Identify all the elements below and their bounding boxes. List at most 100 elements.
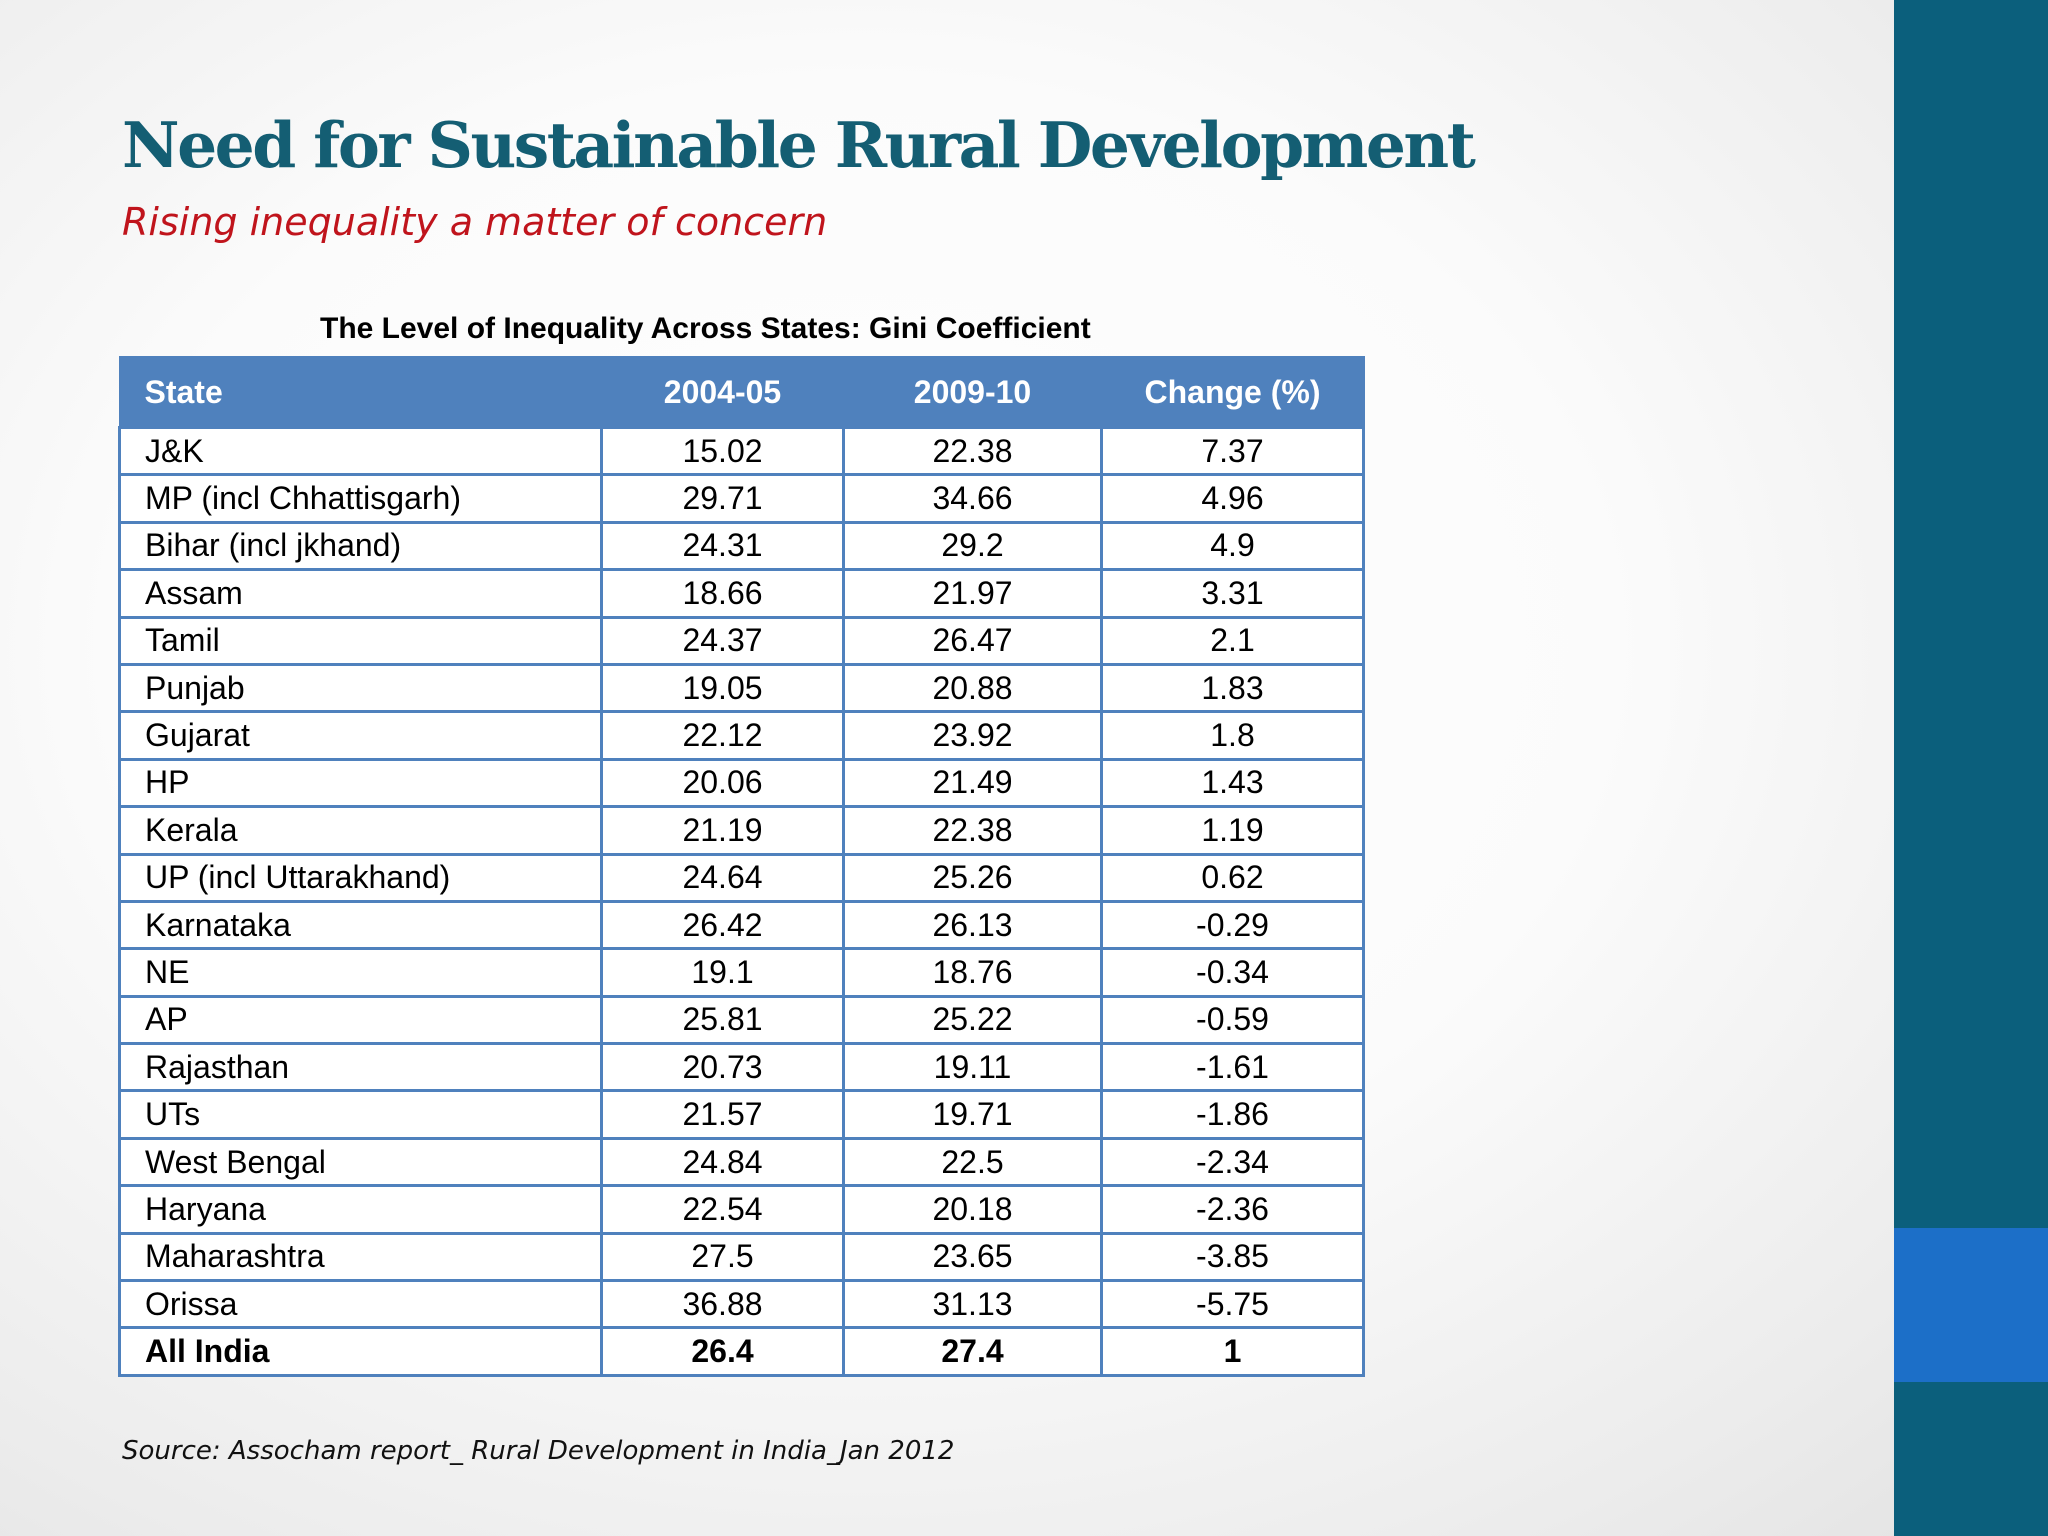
change-cell: 7.37 (1100, 425, 1365, 477)
state-cell: All India (118, 1326, 603, 1377)
table-row: J&K 15.02 22.38 7.37 (118, 425, 1365, 477)
state-cell: Assam (118, 568, 603, 619)
value-2009-10-cell: 23.65 (842, 1231, 1103, 1283)
header-state: State (118, 356, 603, 429)
table-row: AP 25.81 25.22 -0.59 (118, 994, 1365, 1046)
value-2009-10-cell: 19.11 (842, 1042, 1103, 1093)
change-cell: 4.9 (1100, 520, 1365, 572)
change-cell: 1.19 (1100, 805, 1365, 856)
value-2009-10-cell: 19.71 (842, 1089, 1103, 1140)
gini-table: State 2004-05 2009-10 Change (%) J&K 15.0… (118, 356, 1365, 1377)
value-2009-10-cell: 22.38 (842, 425, 1103, 477)
change-cell: -0.34 (1100, 947, 1365, 998)
table-row: UP (incl Uttarakhand) 24.64 25.26 0.62 (118, 852, 1365, 903)
value-2009-10-cell: 22.38 (842, 805, 1103, 856)
state-cell: Rajasthan (118, 1042, 603, 1093)
change-cell: 3.31 (1100, 568, 1365, 619)
table-row: West Bengal 24.84 22.5 -2.34 (118, 1136, 1365, 1188)
value-2009-10-cell: 22.5 (842, 1136, 1103, 1188)
table-row: MP (incl Chhattisgarh) 29.71 34.66 4.96 (118, 473, 1365, 524)
state-cell: Karnataka (118, 899, 603, 951)
value-2009-10-cell: 21.97 (842, 568, 1103, 619)
value-2004-05-cell: 20.06 (600, 757, 845, 809)
change-cell: -5.75 (1100, 1279, 1365, 1330)
state-cell: AP (118, 994, 603, 1046)
value-2009-10-cell: 25.26 (842, 852, 1103, 903)
state-cell: West Bengal (118, 1136, 603, 1188)
change-cell: -2.36 (1100, 1184, 1365, 1235)
slide-title: Need for Sustainable Rural Development (122, 108, 1476, 182)
value-2004-05-cell: 15.02 (600, 425, 845, 477)
value-2009-10-cell: 26.47 (842, 615, 1103, 666)
state-cell: Maharashtra (118, 1231, 603, 1283)
value-2004-05-cell: 27.5 (600, 1231, 845, 1283)
state-cell: Kerala (118, 805, 603, 856)
value-2004-05-cell: 26.42 (600, 899, 845, 951)
header-change: Change (%) (1100, 356, 1365, 429)
value-2009-10-cell: 25.22 (842, 994, 1103, 1046)
table-row: UTs 21.57 19.71 -1.86 (118, 1089, 1365, 1140)
table-row: Maharashtra 27.5 23.65 -3.85 (118, 1231, 1365, 1283)
state-cell: NE (118, 947, 603, 998)
state-cell: Gujarat (118, 710, 603, 761)
change-cell: -3.85 (1100, 1231, 1365, 1283)
value-2004-05-cell: 19.1 (600, 947, 845, 998)
state-cell: HP (118, 757, 603, 809)
value-2004-05-cell: 20.73 (600, 1042, 845, 1093)
state-cell: Bihar (incl jkhand) (118, 520, 603, 572)
change-cell: 0.62 (1100, 852, 1365, 903)
change-cell: -1.86 (1100, 1089, 1365, 1140)
value-2004-05-cell: 22.12 (600, 710, 845, 761)
state-cell: J&K (118, 425, 603, 477)
change-cell: 1.43 (1100, 757, 1365, 809)
header-2009-10: 2009-10 (842, 356, 1103, 429)
change-cell: 1.83 (1100, 662, 1365, 714)
table-row: Gujarat 22.12 23.92 1.8 (118, 710, 1365, 761)
value-2009-10-cell: 20.18 (842, 1184, 1103, 1235)
value-2004-05-cell: 24.31 (600, 520, 845, 572)
slide-subtitle: Rising inequality a matter of concern (122, 200, 828, 244)
table-row: Bihar (incl jkhand) 24.31 29.2 4.9 (118, 520, 1365, 572)
change-cell: 2.1 (1100, 615, 1365, 666)
state-cell: Orissa (118, 1279, 603, 1330)
state-cell: UP (incl Uttarakhand) (118, 852, 603, 903)
slide-side-accent (1894, 1228, 2048, 1382)
source-note: Source: Assocham report_ Rural Developme… (122, 1436, 955, 1466)
value-2009-10-cell: 27.4 (842, 1326, 1103, 1377)
value-2009-10-cell: 18.76 (842, 947, 1103, 998)
header-2004-05: 2004-05 (600, 356, 845, 429)
value-2004-05-cell: 21.19 (600, 805, 845, 856)
value-2009-10-cell: 21.49 (842, 757, 1103, 809)
change-cell: -0.59 (1100, 994, 1365, 1046)
table-row: Karnataka 26.42 26.13 -0.29 (118, 899, 1365, 951)
table-row: Haryana 22.54 20.18 -2.36 (118, 1184, 1365, 1235)
table-row: Tamil 24.37 26.47 2.1 (118, 615, 1365, 666)
value-2004-05-cell: 24.84 (600, 1136, 845, 1188)
change-cell: -0.29 (1100, 899, 1365, 951)
value-2004-05-cell: 36.88 (600, 1279, 845, 1330)
change-cell: 1 (1100, 1326, 1365, 1377)
value-2004-05-cell: 22.54 (600, 1184, 845, 1235)
table-row: Kerala 21.19 22.38 1.19 (118, 805, 1365, 856)
value-2009-10-cell: 29.2 (842, 520, 1103, 572)
state-cell: Punjab (118, 662, 603, 714)
table-row: HP 20.06 21.49 1.43 (118, 757, 1365, 809)
table-row: Rajasthan 20.73 19.11 -1.61 (118, 1042, 1365, 1093)
state-cell: UTs (118, 1089, 603, 1140)
table-total-row: All India 26.4 27.4 1 (118, 1326, 1365, 1377)
value-2009-10-cell: 34.66 (842, 473, 1103, 524)
state-cell: MP (incl Chhattisgarh) (118, 473, 603, 524)
change-cell: -1.61 (1100, 1042, 1365, 1093)
value-2009-10-cell: 23.92 (842, 710, 1103, 761)
table-header-row: State 2004-05 2009-10 Change (%) (118, 356, 1365, 429)
value-2004-05-cell: 25.81 (600, 994, 845, 1046)
value-2004-05-cell: 29.71 (600, 473, 845, 524)
value-2004-05-cell: 24.64 (600, 852, 845, 903)
table-row: Assam 18.66 21.97 3.31 (118, 568, 1365, 619)
table-row: Orissa 36.88 31.13 -5.75 (118, 1279, 1365, 1330)
state-cell: Tamil (118, 615, 603, 666)
value-2009-10-cell: 31.13 (842, 1279, 1103, 1330)
value-2009-10-cell: 20.88 (842, 662, 1103, 714)
value-2004-05-cell: 19.05 (600, 662, 845, 714)
state-cell: Haryana (118, 1184, 603, 1235)
